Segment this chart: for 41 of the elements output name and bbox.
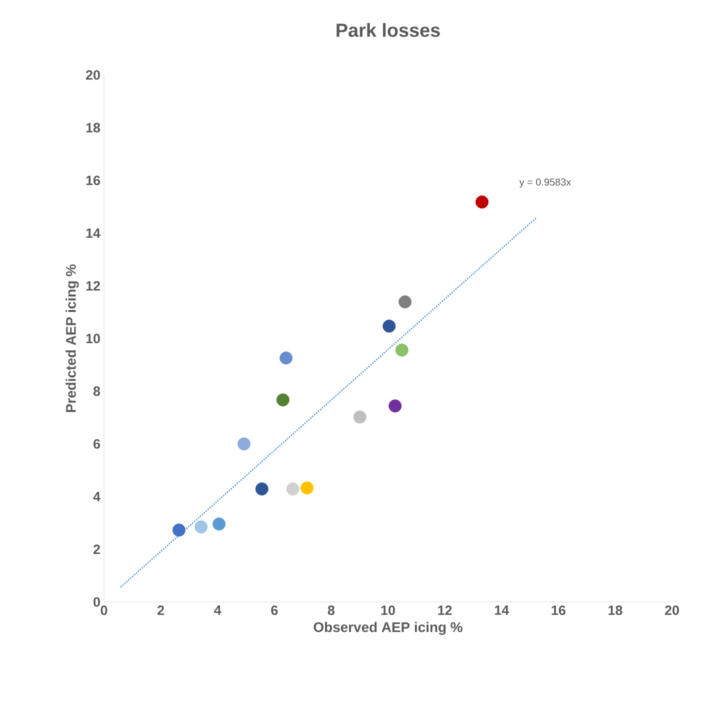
- point: [172, 524, 186, 537]
- annotation: y = 0.9583x: [519, 178, 571, 188]
- y-tick-label: 2: [93, 544, 100, 554]
- y-tick-label: 8: [93, 386, 100, 396]
- point: [300, 481, 314, 494]
- y-tick-label: 10: [86, 334, 100, 344]
- x-tick-label: 0: [100, 606, 108, 616]
- point: [286, 482, 300, 496]
- point: [280, 351, 293, 364]
- x-axis-title: Observed AEP icing %: [314, 622, 462, 635]
- point: [476, 196, 489, 209]
- point: [353, 410, 366, 424]
- y-tick-label: 4: [93, 492, 100, 502]
- x-tick-label: 2: [158, 606, 164, 615]
- y-tick-label: 0: [94, 597, 100, 607]
- point: [255, 482, 268, 496]
- y-axis-title: Predicted AEP icing %: [66, 264, 79, 412]
- point: [238, 437, 251, 450]
- point: [382, 320, 396, 333]
- point: [194, 520, 208, 534]
- point: [212, 518, 226, 530]
- x-tick-label: 20: [664, 606, 679, 616]
- x-tick-label: 14: [494, 606, 510, 615]
- x-tick-label: 12: [438, 606, 452, 615]
- x-tick-label: 4: [214, 606, 222, 615]
- x-tick-label: 16: [552, 606, 566, 616]
- point: [276, 393, 290, 406]
- point: [395, 344, 408, 357]
- y-tick-label: 6: [94, 439, 100, 449]
- x-tick-label: 6: [271, 606, 278, 616]
- y-tick-label: 12: [86, 281, 100, 290]
- y-tick-label: 14: [86, 228, 100, 238]
- chart-title: Park losses: [336, 23, 440, 37]
- y-tick-label: 18: [86, 122, 100, 132]
- point: [398, 295, 412, 308]
- x-tick-label: 18: [608, 606, 622, 616]
- x-tick-label: 10: [381, 606, 395, 616]
- x-tick-label: 8: [328, 606, 335, 616]
- point: [388, 399, 402, 412]
- y-tick-label: 16: [86, 176, 100, 186]
- y-tick-label: 20: [86, 70, 100, 80]
